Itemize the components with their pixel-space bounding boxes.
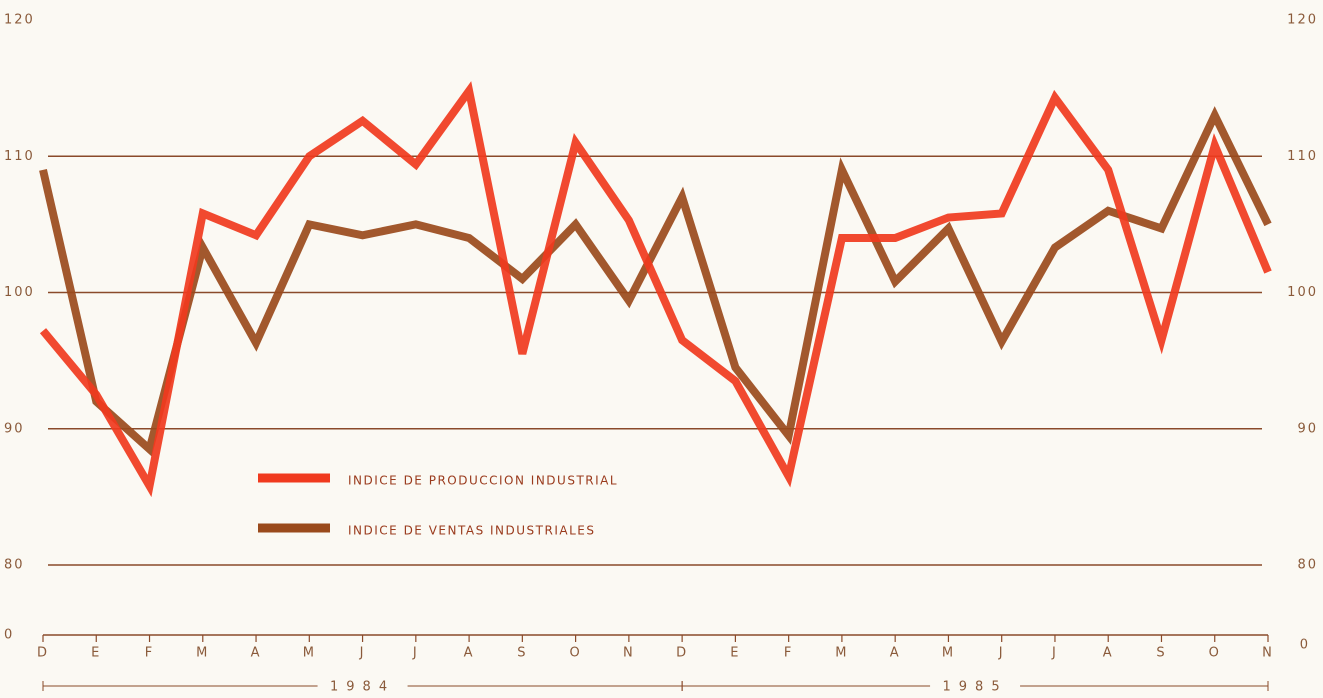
x-tick-label: O [1209,646,1221,661]
y2-tick-label: 90 [1297,421,1318,436]
x-tick-label: N [623,646,635,661]
y2-tick-label: 120 [1287,13,1318,28]
x-tick-label: A [251,646,262,661]
x-tick-label: J [412,646,419,661]
y-tick-label: 110 [4,149,35,164]
x-tick-label: S [517,646,527,661]
x-tick-label: M [303,646,316,661]
x-tick-label: S [1156,646,1166,661]
year-label: 1984 [330,680,395,695]
x-tick-label: M [942,646,955,661]
x-tick-label: F [145,646,154,661]
x-tick-label: A [1103,646,1114,661]
y-tick-label: 120 [4,13,35,28]
x-tick-label: J [359,646,366,661]
x-tick-label: J [998,646,1005,661]
x-tick-label: A [890,646,901,661]
x-tick-label: A [464,646,475,661]
x-tick-label: D [676,646,688,661]
y2-tick-label: 100 [1287,285,1318,300]
x-tick-label: N [1262,646,1274,661]
y-tick-label: 80 [4,558,25,573]
x-tick-label: E [730,646,740,661]
x-tick-label: D [37,646,49,661]
year-label: 1985 [943,680,1008,695]
y-tick-label: 100 [4,285,35,300]
x-tick-label: M [196,646,209,661]
series-line [39,81,1272,498]
x-tick-label: O [569,646,581,661]
legend-label: INDICE DE VENTAS INDUSTRIALES [348,524,595,538]
x-tick-label: J [1051,646,1058,661]
legend-label: INDICE DE PRODUCCION INDUSTRIAL [348,474,618,488]
y-tick-label: 90 [4,421,25,436]
series-line [39,106,1272,457]
x-tick-label: E [91,646,101,661]
x-tick-label: F [784,646,793,661]
y2-tick-label: 80 [1297,558,1318,573]
y2-tick-label: 110 [1287,149,1318,164]
y2-origin-label: 0 [1300,638,1310,653]
y-origin-label: 0 [4,628,14,643]
x-tick-label: M [835,646,848,661]
